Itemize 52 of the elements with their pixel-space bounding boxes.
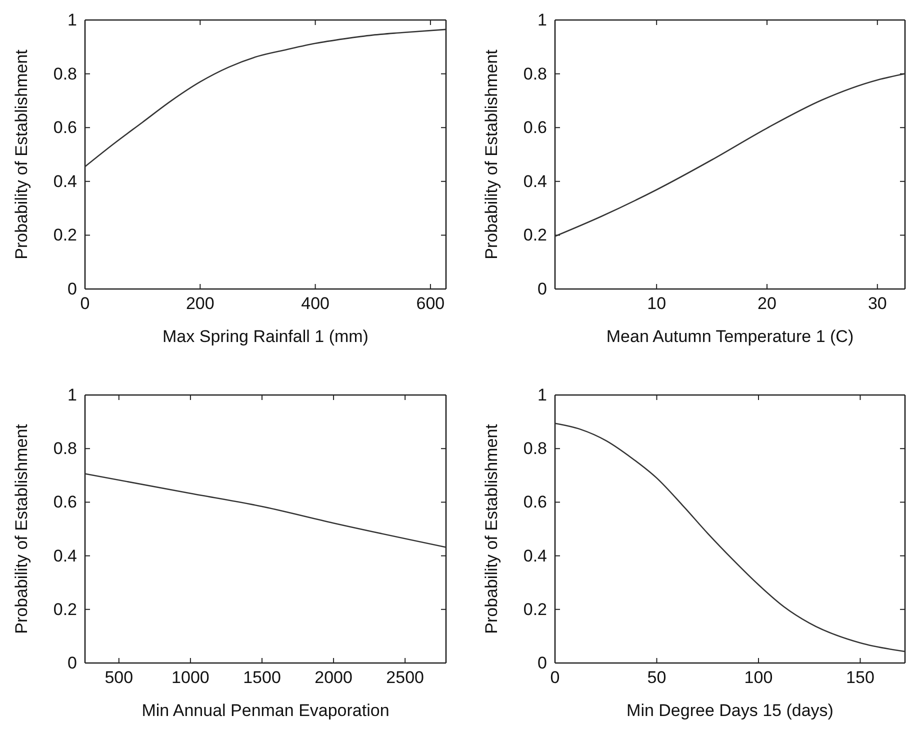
y-tick-label: 0.2 <box>53 226 77 245</box>
y-tick-label: 0.2 <box>53 600 77 619</box>
y-tick-label: 1 <box>68 385 77 404</box>
y-tick-label: 0.2 <box>523 226 547 245</box>
y-tick-label: 0.8 <box>523 64 547 84</box>
y-tick-label: 0.8 <box>53 64 77 84</box>
y-tick-label: 1 <box>538 385 547 404</box>
x-tick-label: 200 <box>186 294 214 314</box>
y-axis-title: Probability of Establishment <box>12 424 31 634</box>
x-tick-label: 100 <box>744 668 773 688</box>
y-tick-label: 0.4 <box>523 546 547 566</box>
line-series <box>554 73 906 237</box>
y-tick-label: 0.4 <box>523 172 547 191</box>
y-tick-label: 0.6 <box>523 118 547 138</box>
y-tick-label: 0.8 <box>523 439 547 458</box>
x-tick-label: 10 <box>647 294 666 314</box>
x-axis-title: Max Spring Rainfall 1 (mm) <box>162 327 368 346</box>
x-tick-label: 0 <box>80 294 90 314</box>
x-axis-title: Min Degree Days 15 (days) <box>626 701 834 720</box>
y-tick-label: 0.2 <box>523 600 547 619</box>
x-tick-label: 150 <box>846 668 874 688</box>
x-tick-label: 2000 <box>314 668 352 688</box>
x-tick-label: 2500 <box>386 668 424 688</box>
y-tick-label: 0.6 <box>53 118 77 138</box>
x-tick-label: 30 <box>868 294 887 314</box>
y-tick-label: 0 <box>68 279 77 298</box>
line-series <box>554 422 906 652</box>
x-axis-title: Mean Autumn Temperature 1 (C) <box>606 327 854 346</box>
x-tick-label: 1000 <box>172 668 210 688</box>
y-tick-label: 0.4 <box>53 546 77 566</box>
y-tick-label: 0 <box>538 279 547 298</box>
line-series <box>84 28 447 168</box>
y-tick-label: 0 <box>538 653 547 672</box>
x-tick-label: 500 <box>104 668 134 688</box>
x-tick-label: 0 <box>550 668 560 688</box>
y-tick-label: 0.8 <box>53 439 77 458</box>
x-tick-label: 20 <box>758 294 776 314</box>
y-tick-label: 0.6 <box>523 492 547 512</box>
x-axis-title: Min Annual Penman Evaporation <box>142 701 390 720</box>
x-tick-label: 50 <box>647 668 666 688</box>
y-tick-label: 0.6 <box>53 492 77 512</box>
y-tick-label: 1 <box>538 10 547 30</box>
x-tick-label: 600 <box>416 294 445 314</box>
x-tick-label: 400 <box>301 294 330 314</box>
y-tick-label: 0 <box>68 653 77 672</box>
y-axis-title: Probability of Establishment <box>482 424 501 634</box>
y-axis-title: Probability of Establishment <box>482 49 501 260</box>
y-tick-label: 0.4 <box>53 172 77 191</box>
line-series <box>84 473 447 548</box>
y-tick-label: 1 <box>68 10 77 30</box>
y-axis-title: Probability of Establishment <box>12 49 31 260</box>
x-tick-label: 1500 <box>243 668 281 688</box>
